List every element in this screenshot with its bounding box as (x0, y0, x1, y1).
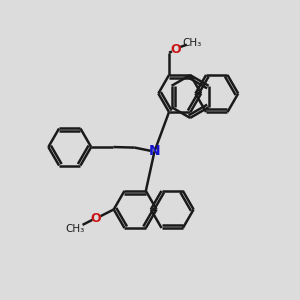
Text: O: O (91, 212, 101, 225)
Text: CH₃: CH₃ (65, 224, 84, 234)
Text: CH₃: CH₃ (182, 38, 202, 48)
Text: N: N (148, 145, 160, 158)
Text: O: O (170, 43, 181, 56)
